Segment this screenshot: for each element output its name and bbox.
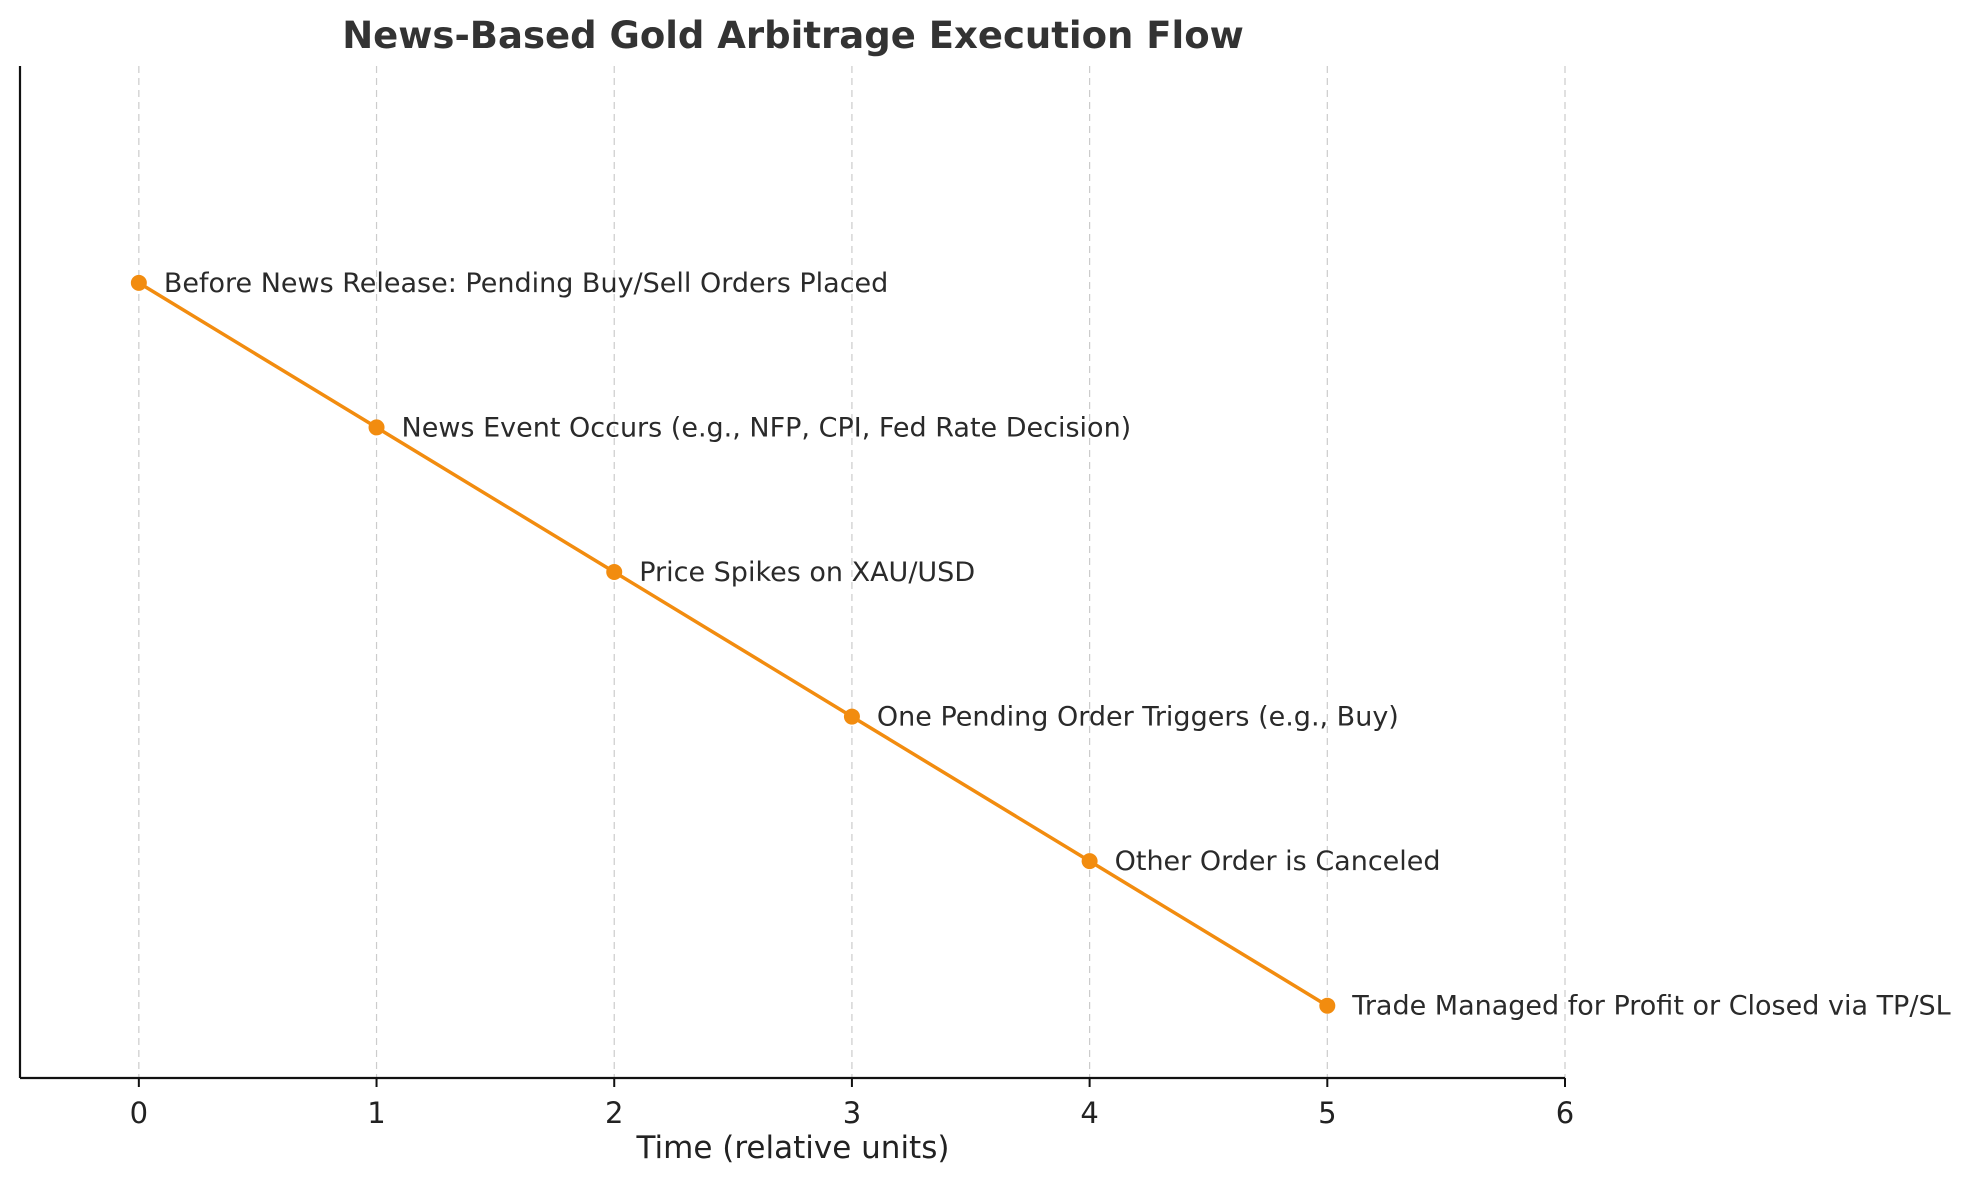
x-tick-label: 0 bbox=[130, 1096, 148, 1130]
x-axis-label: Time (relative units) bbox=[636, 1130, 950, 1166]
label-layer: Before News Release: Pending Buy/Sell Or… bbox=[164, 268, 1951, 1022]
x-tick-label: 5 bbox=[1318, 1096, 1336, 1130]
x-tick-label: 1 bbox=[367, 1096, 385, 1130]
data-point bbox=[1081, 853, 1098, 870]
chart-title: News-Based Gold Arbitrage Execution Flow bbox=[342, 14, 1244, 57]
data-point bbox=[1319, 997, 1336, 1014]
point-annotation: Other Order is Canceled bbox=[1115, 846, 1441, 877]
x-tick-label: 3 bbox=[843, 1096, 861, 1130]
point-annotation: Before News Release: Pending Buy/Sell Or… bbox=[164, 268, 888, 299]
point-annotation: Price Spikes on XAU/USD bbox=[639, 557, 975, 588]
x-tick-label: 4 bbox=[1080, 1096, 1098, 1130]
data-point bbox=[843, 708, 860, 725]
point-annotation: News Event Occurs (e.g., NFP, CPI, Fed R… bbox=[402, 412, 1132, 443]
data-point bbox=[368, 419, 385, 436]
series-layer bbox=[130, 274, 1336, 1014]
point-annotation: One Pending Order Triggers (e.g., Buy) bbox=[877, 702, 1399, 733]
x-tick-label: 6 bbox=[1556, 1096, 1574, 1130]
data-point bbox=[130, 274, 147, 291]
x-tick-label: 2 bbox=[605, 1096, 623, 1130]
axis-layer: 0 1 2 3 4 5 6 bbox=[18, 66, 1574, 1130]
data-point bbox=[606, 564, 623, 580]
series-line bbox=[137, 281, 1329, 1008]
point-annotation: Trade Managed for Profit or Closed via T… bbox=[1351, 991, 1950, 1022]
